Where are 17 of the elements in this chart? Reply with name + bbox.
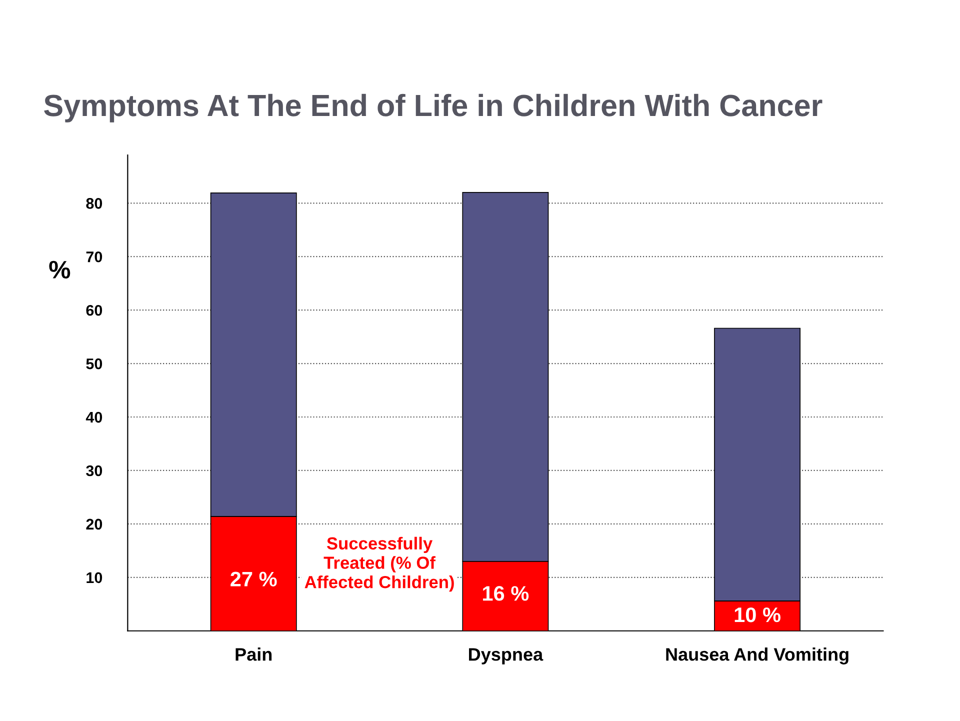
annotation: 10 % [734, 607, 780, 622]
y-axis-title: % [49, 260, 70, 279]
y-tick-label: 40 [86, 412, 102, 423]
y-tick-label: 60 [86, 304, 102, 316]
annotation: 27 % [230, 572, 277, 586]
y-tick-label: 80 [86, 198, 102, 209]
y-tick-label: 10 [86, 572, 102, 584]
x-tick-label: Pain [236, 648, 272, 661]
y-tick-label: 20 [86, 518, 102, 530]
annotation: Successfully Treated (% Of Affected Children) [304, 536, 454, 592]
y-tick-label: 50 [86, 358, 102, 370]
x-tick-label: Dyspnea [469, 648, 544, 664]
chart-title: Symptoms At The End of Life in Children With Cancer [44, 94, 822, 122]
y-tick-label: 70 [86, 251, 102, 262]
annotation: 16 % [483, 586, 529, 601]
y-tick-label: 30 [86, 465, 102, 476]
x-tick-label: Nausea And Vomiting [666, 648, 848, 664]
